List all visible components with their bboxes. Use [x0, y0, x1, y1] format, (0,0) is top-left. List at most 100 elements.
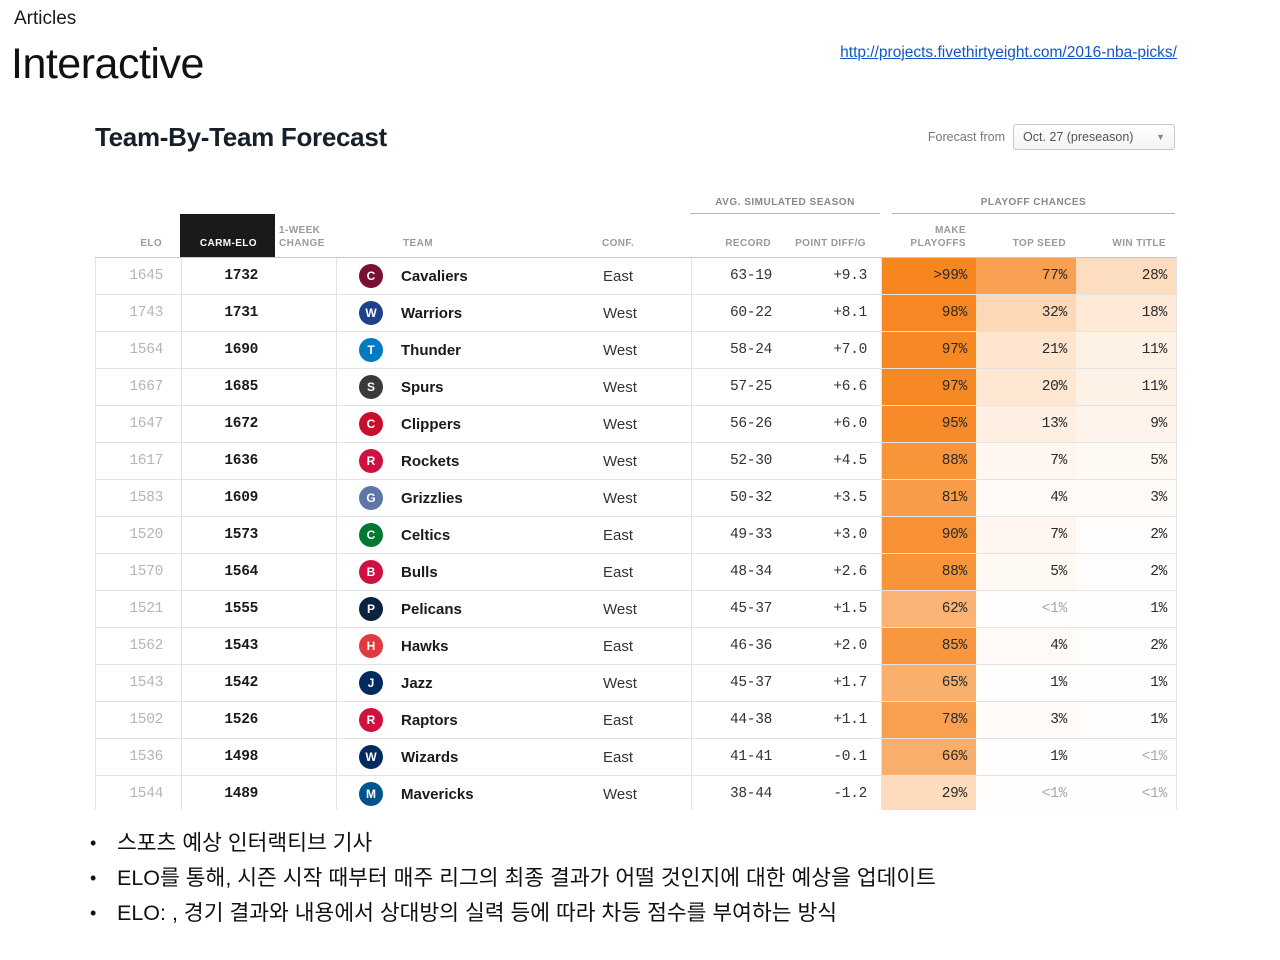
team-name: Celtics — [401, 526, 451, 544]
conference-value: West — [603, 489, 637, 507]
make-playoffs-value: 78% — [881, 702, 976, 738]
team-cell: S Spurs — [336, 369, 591, 405]
elo-value: 1520 — [129, 527, 163, 543]
team-logo: G — [359, 486, 383, 510]
team-cell: R Rockets — [336, 443, 591, 479]
col-header-conf[interactable]: CONF. — [602, 237, 634, 249]
conference-value: East — [603, 711, 634, 729]
week-change-value — [276, 332, 336, 368]
col-header-record[interactable]: RECORD — [725, 237, 771, 249]
team-logo: P — [359, 597, 383, 621]
col-header-team[interactable]: TEAM — [403, 237, 433, 249]
top-seed-value: 3% — [976, 702, 1076, 738]
win-title-value: 28% — [1076, 258, 1176, 294]
team-cell: R Raptors — [336, 702, 591, 738]
point-diff-value: +1.1 — [833, 712, 867, 728]
col-header-top-seed[interactable]: TOP SEED — [1012, 237, 1066, 249]
make-playoffs-value: 98% — [881, 295, 976, 331]
point-diff-value: -0.1 — [833, 749, 867, 765]
carmelo-value: 1609 — [181, 480, 276, 516]
team-cell: H Hawks — [336, 628, 591, 664]
team-row: 1543 1542 J Jazz West 45-37 +1.7 65% 1% 1% — [95, 665, 1177, 702]
top-seed-value: 1% — [976, 739, 1076, 775]
forecast-date-value: Oct. 27 (preseason) — [1023, 130, 1134, 144]
forecast-from-label: Forecast from — [927, 130, 1005, 144]
elo-value: 1564 — [129, 342, 163, 358]
point-diff-value: +1.7 — [833, 675, 867, 691]
top-seed-value: 4% — [976, 480, 1076, 516]
make-playoffs-value: 81% — [881, 480, 976, 516]
week-change-value — [276, 295, 336, 331]
forecast-date-dropdown[interactable]: Oct. 27 (preseason) ▼ — [1013, 124, 1175, 150]
record-value: 38-44 — [691, 776, 786, 810]
record-value: 58-24 — [691, 332, 786, 368]
forecast-from-control: Forecast from Oct. 27 (preseason) ▼ — [928, 124, 1175, 150]
record-value: 45-37 — [691, 665, 786, 701]
col-header-make-playoffs[interactable]: MAKE PLAYOFFS — [910, 225, 966, 249]
team-row: 1570 1564 B Bulls East 48-34 +2.6 88% 5% 2% — [95, 554, 1177, 591]
conference-value: West — [603, 378, 637, 396]
elo-value: 1583 — [129, 490, 163, 506]
point-diff-value: +4.5 — [833, 453, 867, 469]
team-row: 1667 1685 S Spurs West 57-25 +6.6 97% 20% 11% — [95, 369, 1177, 406]
page-title: Interactive — [11, 40, 204, 88]
conference-value: West — [603, 341, 637, 359]
group-header-playoff-chances: PLAYOFF CHANCES — [892, 197, 1175, 214]
group-header-row: AVG. SIMULATED SEASON PLAYOFF CHANCES — [95, 190, 1177, 214]
carmelo-value: 1489 — [181, 776, 276, 810]
win-title-value: 2% — [1076, 554, 1176, 590]
conference-value: East — [603, 563, 634, 581]
win-title-value: 5% — [1076, 443, 1176, 479]
team-name: Wizards — [401, 748, 459, 766]
carmelo-value: 1555 — [181, 591, 276, 627]
team-row: 1645 1732 C Cavaliers East 63-19 +9.3 >99% 77% 28… — [95, 258, 1177, 295]
win-title-value: 3% — [1076, 480, 1176, 516]
team-logo: W — [359, 301, 383, 325]
make-playoffs-value: 85% — [881, 628, 976, 664]
team-logo: C — [359, 523, 383, 547]
chevron-down-icon: ▼ — [1156, 132, 1165, 142]
make-playoffs-value: 66% — [881, 739, 976, 775]
make-playoffs-value: >99% — [881, 258, 976, 294]
team-row: 1544 1489 M Mavericks West 38-44 -1.2 29% <1% <1% — [95, 776, 1177, 810]
week-change-value — [276, 443, 336, 479]
col-header-elo[interactable]: ELO — [140, 237, 162, 249]
week-change-value — [276, 517, 336, 553]
make-playoffs-value: 29% — [881, 776, 976, 810]
point-diff-value: +1.5 — [833, 601, 867, 617]
col-header-win-title[interactable]: WIN TITLE — [1112, 237, 1166, 249]
week-change-value — [276, 369, 336, 405]
source-link[interactable]: http://projects.fivethirtyeight.com/2016… — [840, 44, 1177, 61]
conference-value: West — [603, 304, 637, 322]
forecast-widget: Team-By-Team Forecast Forecast from Oct.… — [95, 118, 1177, 810]
point-diff-value: +9.3 — [833, 268, 867, 284]
week-change-value — [276, 628, 336, 664]
point-diff-value: +2.0 — [833, 638, 867, 654]
team-logo: M — [359, 782, 383, 806]
team-row: 1647 1672 C Clippers West 56-26 +6.0 95% 13% 9% — [95, 406, 1177, 443]
team-row: 1564 1690 T Thunder West 58-24 +7.0 97% 21% 11% — [95, 332, 1177, 369]
col-header-1-week-change[interactable]: 1-WEEK CHANGE — [279, 225, 325, 249]
team-name: Cavaliers — [401, 267, 468, 285]
conference-value: East — [603, 526, 634, 544]
note-item: 스포츠 예상 인터랙티브 기사 — [84, 826, 936, 861]
team-cell: M Mavericks — [336, 776, 591, 810]
top-seed-value: 13% — [976, 406, 1076, 442]
col-header-point-diff[interactable]: POINT DIFF/G — [795, 237, 866, 249]
carmelo-value: 1731 — [181, 295, 276, 331]
elo-value: 1562 — [129, 638, 163, 654]
col-header-carm-elo[interactable]: CARM-ELO — [180, 214, 275, 257]
record-value: 56-26 — [691, 406, 786, 442]
notes-list: 스포츠 예상 인터랙티브 기사 ELO를 통해, 시즌 시작 때부터 매주 리그… — [84, 826, 936, 931]
carmelo-value: 1542 — [181, 665, 276, 701]
team-logo: J — [359, 671, 383, 695]
team-cell: C Celtics — [336, 517, 591, 553]
win-title-value: 1% — [1076, 702, 1176, 738]
carmelo-value: 1690 — [181, 332, 276, 368]
group-header-avg-simulated-season: AVG. SIMULATED SEASON — [690, 197, 880, 214]
team-logo: C — [359, 264, 383, 288]
carmelo-value: 1636 — [181, 443, 276, 479]
team-logo: R — [359, 708, 383, 732]
carmelo-value: 1672 — [181, 406, 276, 442]
elo-value: 1617 — [129, 453, 163, 469]
